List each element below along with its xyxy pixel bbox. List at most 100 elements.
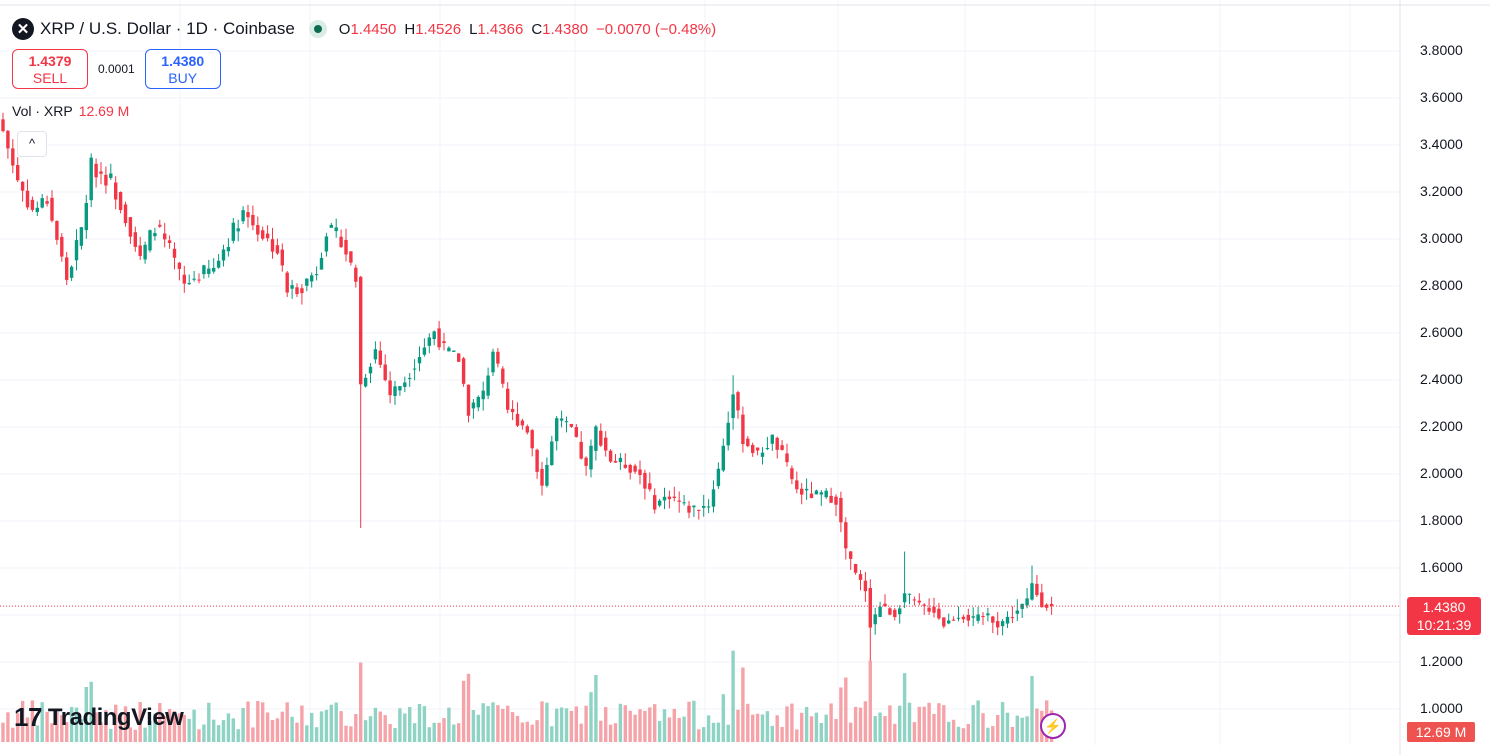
candle-body (412, 368, 417, 370)
candle-body (922, 604, 926, 606)
volume-bar (128, 727, 133, 742)
volume-bar (667, 717, 672, 742)
volume-bar (736, 709, 740, 742)
candle-body (594, 426, 598, 451)
volume-bar (878, 712, 882, 742)
candle-body (510, 408, 515, 413)
volume-bar (633, 714, 637, 742)
volume-bar (755, 713, 760, 742)
candle-body (608, 450, 613, 462)
candle-body (359, 276, 363, 385)
volume-bar (79, 719, 84, 742)
tradingview-logo[interactable]: 17 TradingView (14, 702, 184, 732)
volume-bar (819, 722, 823, 742)
candle-body (466, 384, 471, 416)
candle-body (966, 614, 970, 621)
candle-body (109, 173, 113, 178)
volume-bar (893, 723, 897, 742)
candle-body (550, 441, 554, 466)
candle-body (1025, 598, 1029, 606)
volume-bar (339, 711, 343, 742)
volume-bar (721, 694, 725, 742)
candle-body (408, 378, 412, 380)
candle-body (942, 617, 946, 627)
sell-button[interactable]: 1.4379 SELL (12, 49, 88, 89)
candle-body (246, 212, 250, 218)
volume-tag: 12.69 M (1407, 722, 1475, 742)
volume-bar (555, 708, 559, 742)
volume-bar (971, 705, 975, 742)
volume-bar (711, 722, 716, 742)
volume-legend[interactable]: Vol · XRP 12.69 M (12, 103, 130, 119)
lightning-icon[interactable]: ⚡ (1040, 713, 1066, 739)
candle-body (893, 609, 897, 618)
candle-body (638, 469, 642, 475)
candle-body (265, 233, 270, 239)
candle-body (329, 224, 333, 228)
volume-bar (398, 708, 402, 742)
candle-body (177, 262, 182, 269)
symbol-title[interactable]: XRP / U.S. Dollar · 1D · Coinbase (40, 19, 295, 38)
volume-bar (114, 704, 118, 742)
candle-body (486, 375, 490, 396)
candle-body (182, 274, 186, 284)
candle-body (202, 265, 206, 275)
volume-bar (40, 702, 44, 742)
volume-bar (608, 724, 613, 742)
candle-body (947, 620, 951, 624)
volume-bar (55, 709, 59, 742)
collapse-legend-button[interactable]: ^ (17, 131, 47, 157)
candle-body (530, 430, 534, 449)
volume-bar (354, 714, 358, 742)
candle-body (319, 257, 324, 270)
volume-bar (863, 701, 868, 742)
candle-body (256, 225, 260, 235)
candle-body (339, 236, 343, 248)
candle-body (344, 239, 348, 255)
volume-bar (212, 719, 216, 742)
volume-bar (584, 705, 588, 742)
volume-bar (657, 721, 662, 742)
volume-bar (133, 729, 137, 742)
candle-body (1020, 603, 1024, 609)
candle-body (677, 500, 681, 502)
volume-bar (594, 674, 598, 742)
volume-bar (525, 721, 529, 742)
candle-body (559, 418, 564, 421)
candle-body (868, 588, 872, 628)
volume-bar (849, 722, 853, 742)
candle-body (902, 593, 907, 603)
candle-body (403, 382, 407, 387)
candle-body (883, 603, 887, 607)
candle-body (305, 278, 309, 286)
volume-bar (368, 716, 373, 742)
volume-bar (888, 705, 892, 742)
volume-bar (123, 706, 128, 742)
candle-body (760, 452, 765, 457)
volume-bar (922, 706, 926, 742)
candle-body (1010, 617, 1015, 619)
buy-button[interactable]: 1.4380 BUY (144, 49, 221, 89)
market-status-icon[interactable] (308, 20, 327, 38)
candle-body (574, 427, 578, 437)
candle-body (765, 447, 770, 450)
volume-bar (329, 704, 333, 742)
volume-bar (280, 711, 284, 742)
candle-body (888, 608, 892, 615)
volume-bar (349, 726, 353, 742)
volume-bar (809, 716, 814, 742)
volume-bar (1010, 726, 1015, 742)
candle-body (104, 174, 108, 186)
volume-bar (285, 702, 289, 742)
y-tick-label: 3.4000 (1420, 136, 1463, 152)
y-tick-label: 2.6000 (1420, 324, 1463, 340)
volume-bar (118, 715, 123, 742)
candle-body (158, 224, 162, 227)
candle-body (452, 350, 456, 352)
volume-bar (408, 707, 412, 742)
candle-body (442, 341, 446, 344)
candle-body (716, 468, 721, 487)
volume-bar (672, 708, 676, 742)
candle-body (839, 497, 843, 523)
